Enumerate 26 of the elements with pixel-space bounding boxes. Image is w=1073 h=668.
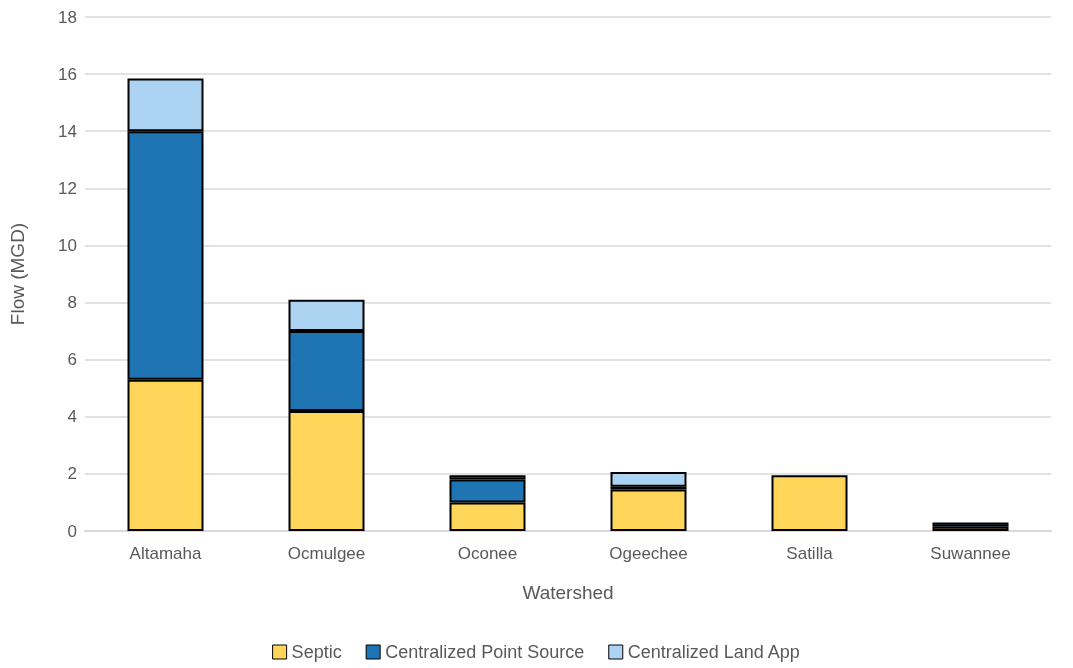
y-tick-label: 2 bbox=[67, 464, 77, 484]
legend-label: Centralized Point Source bbox=[385, 642, 585, 662]
bar bbox=[771, 475, 848, 531]
y-tick-label: 12 bbox=[58, 178, 77, 198]
y-tick-label: 8 bbox=[67, 293, 77, 313]
y-tick-label: 6 bbox=[67, 350, 77, 370]
y-tick-label: 10 bbox=[58, 235, 77, 255]
x-tick-label: Ocmulgee bbox=[287, 544, 366, 563]
legend-label: Centralized Land App bbox=[627, 642, 800, 662]
x-axis-title: Watershed bbox=[522, 582, 614, 603]
x-tick-label: Altamaha bbox=[129, 544, 202, 563]
y-tick-label: 16 bbox=[58, 64, 77, 84]
bar bbox=[610, 489, 687, 531]
y-axis-title: Flow (MGD) bbox=[7, 222, 28, 326]
y-tick-label: 4 bbox=[67, 407, 77, 427]
bar bbox=[932, 522, 1009, 527]
x-tick-label: Ogeechee bbox=[609, 544, 688, 563]
y-tick-label: 0 bbox=[67, 521, 77, 541]
y-tick-label: 14 bbox=[58, 121, 77, 141]
x-tick-label: Suwannee bbox=[930, 544, 1011, 563]
x-tick-label: Oconee bbox=[457, 544, 518, 563]
y-tick-label: 18 bbox=[58, 7, 77, 27]
bar bbox=[932, 526, 1009, 531]
x-tick-label: Satilla bbox=[786, 544, 834, 563]
bar bbox=[610, 471, 687, 487]
legend-label: Septic bbox=[291, 642, 342, 662]
